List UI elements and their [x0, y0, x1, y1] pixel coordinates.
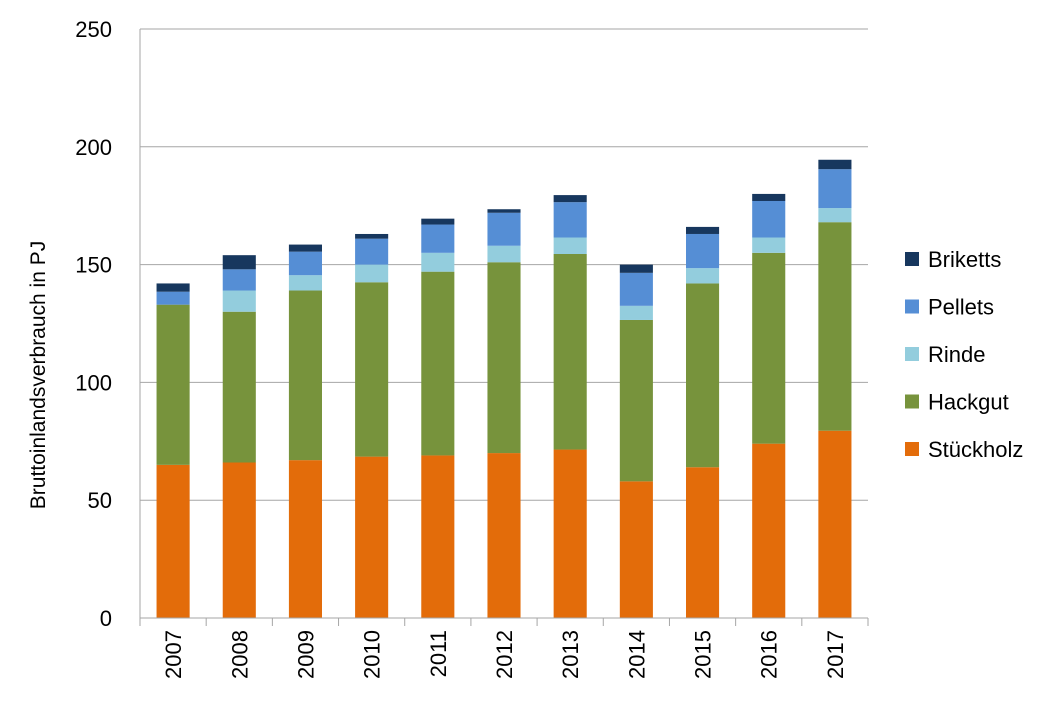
- bar-segment-pellets-2008: [222, 269, 256, 291]
- bar-segment-stückholz-2009: [288, 460, 322, 618]
- bar-segment-stückholz-2013: [553, 449, 587, 618]
- bar-segment-hackgut-2009: [288, 290, 322, 461]
- x-tick-label: 2017: [823, 630, 848, 679]
- legend-label-hackgut: Hackgut: [928, 390, 1009, 415]
- bar-segment-stückholz-2017: [818, 430, 852, 618]
- bar-segment-briketts-2014: [619, 264, 653, 273]
- bar-segment-briketts-2007: [156, 283, 190, 292]
- bars: [156, 159, 852, 618]
- bar-segment-pellets-2011: [421, 224, 455, 253]
- x-tick-label: 2010: [360, 630, 385, 679]
- bar-segment-pellets-2013: [553, 202, 587, 238]
- bar-segment-briketts-2015: [686, 226, 720, 234]
- bar-segment-rinde-2014: [619, 305, 653, 320]
- y-tick-label: 250: [75, 17, 112, 42]
- x-tick-labels: 2007 2008 2009 2010 2011 2012 2013 2014 2015 2016…: [161, 630, 848, 679]
- bar-segment-rinde-2017: [818, 208, 852, 223]
- x-tick-label: 2016: [757, 630, 782, 679]
- y-axis-title: Bruttoinlandsverbrauch in PJ: [27, 241, 50, 509]
- bar-segment-briketts-2016: [752, 193, 786, 201]
- bar-segment-rinde-2012: [487, 245, 521, 263]
- bar-segment-rinde-2009: [288, 275, 322, 291]
- legend-swatch-briketts: [905, 252, 919, 266]
- bar-segment-briketts-2013: [553, 195, 587, 203]
- y-tick-label: 100: [75, 370, 112, 395]
- bar-segment-stückholz-2016: [752, 443, 786, 618]
- x-tick-label: 2008: [227, 630, 252, 679]
- bar-segment-hackgut-2014: [619, 319, 653, 482]
- bar-segment-rinde-2015: [686, 268, 720, 284]
- axes: [139, 29, 869, 626]
- legend-label-briketts: Briketts: [928, 247, 1001, 272]
- bar-segment-hackgut-2010: [355, 282, 389, 457]
- x-tick-label: 2013: [558, 630, 583, 679]
- legend-swatch-pellets: [905, 299, 919, 314]
- bar-segment-briketts-2011: [421, 218, 455, 225]
- bar-segment-rinde-2010: [355, 264, 389, 283]
- bar-segment-hackgut-2017: [818, 222, 852, 431]
- bar-segment-stückholz-2008: [222, 462, 256, 618]
- legend-label-stückholz: Stückholz: [928, 437, 1023, 462]
- legend-label-pellets: Pellets: [928, 295, 994, 320]
- bar-segment-hackgut-2008: [222, 311, 256, 463]
- bar-segment-pellets-2009: [288, 251, 322, 276]
- legend-label-rinde: Rinde: [928, 342, 985, 367]
- legend: Briketts Pellets Rinde Hackgut Stückholz: [905, 247, 1023, 462]
- bar-segment-hackgut-2013: [553, 253, 587, 450]
- bar-segment-stückholz-2012: [487, 453, 521, 618]
- x-tick-label: 2015: [691, 630, 716, 679]
- bar-segment-stückholz-2011: [421, 455, 455, 618]
- bar-segment-hackgut-2011: [421, 271, 455, 456]
- y-tick-label: 200: [75, 135, 112, 160]
- bar-segment-hackgut-2007: [156, 304, 190, 465]
- bar-segment-briketts-2009: [288, 244, 322, 252]
- bar-segment-stückholz-2015: [686, 467, 720, 618]
- y-tick-labels: 0 50 100 150 200 250: [75, 17, 112, 631]
- bar-segment-briketts-2010: [355, 233, 389, 239]
- legend-swatch-hackgut: [905, 394, 919, 409]
- x-tick-label: 2009: [293, 630, 318, 679]
- y-tick-label: 150: [75, 253, 112, 278]
- bar-segment-pellets-2012: [487, 212, 521, 246]
- bar-segment-stückholz-2007: [156, 464, 190, 618]
- bar-segment-rinde-2016: [752, 237, 786, 253]
- bar-segment-pellets-2014: [619, 272, 653, 306]
- bar-segment-briketts-2012: [487, 209, 521, 213]
- legend-swatch-rinde: [905, 347, 919, 361]
- bar-segment-stückholz-2014: [619, 481, 653, 618]
- bar-segment-pellets-2010: [355, 238, 389, 265]
- x-tick-label: 2011: [426, 630, 451, 677]
- bar-segment-briketts-2008: [222, 255, 256, 270]
- bar-segment-pellets-2015: [686, 233, 720, 269]
- y-tick-label: 0: [100, 606, 112, 631]
- bar-segment-rinde-2011: [421, 252, 455, 272]
- bar-segment-hackgut-2012: [487, 262, 521, 454]
- bar-segment-rinde-2013: [553, 237, 587, 254]
- bar-segment-pellets-2016: [752, 200, 786, 238]
- bar-segment-pellets-2017: [818, 169, 852, 209]
- x-tick-label: 2014: [624, 630, 649, 679]
- bar-segment-stückholz-2010: [355, 456, 389, 618]
- bar-segment-hackgut-2015: [686, 283, 720, 468]
- bar-segment-pellets-2007: [156, 291, 190, 305]
- legend-swatch-stückholz: [905, 442, 919, 456]
- bar-segment-briketts-2017: [818, 159, 852, 170]
- y-tick-label: 50: [88, 488, 112, 513]
- x-tick-label: 2012: [492, 630, 517, 679]
- bar-segment-hackgut-2016: [752, 252, 786, 444]
- x-tick-label: 2007: [161, 630, 186, 679]
- bar-segment-rinde-2008: [222, 290, 256, 312]
